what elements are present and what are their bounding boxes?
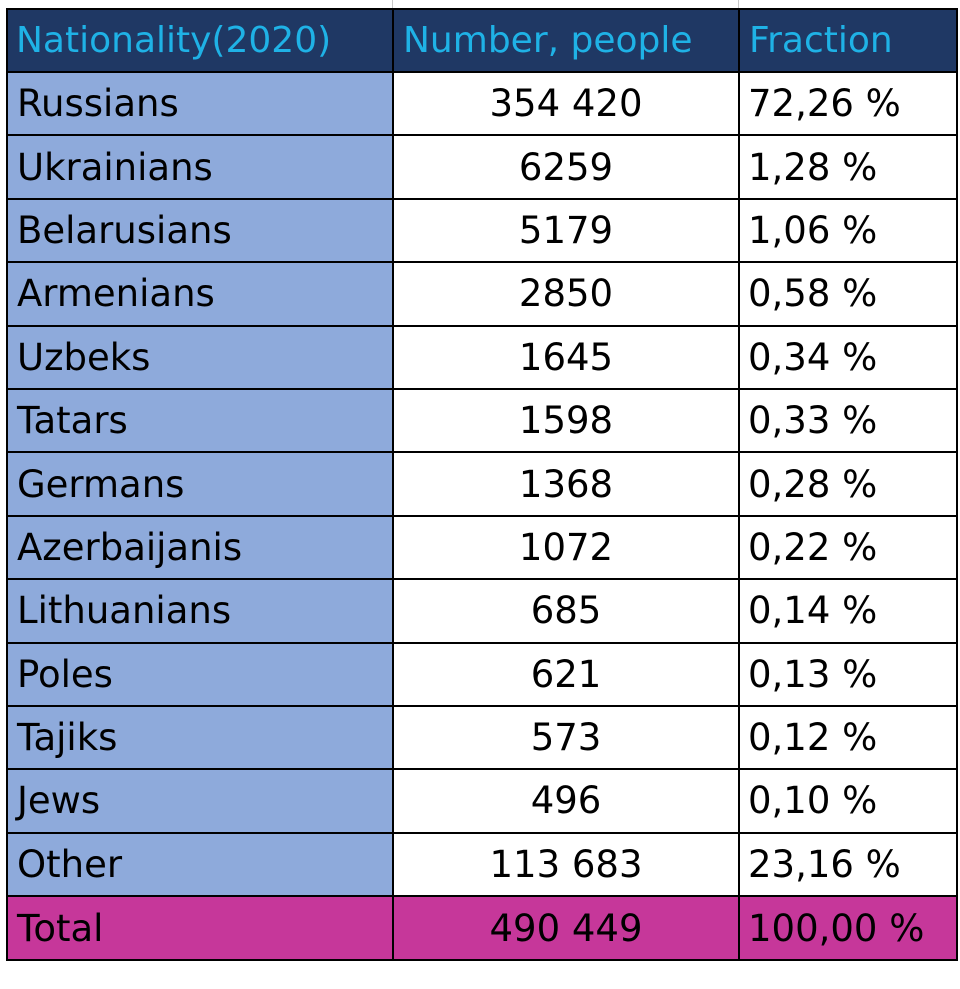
cell-nationality[interactable]: Tatars bbox=[6, 387, 394, 454]
total-row: Total 490 449 100,00 % bbox=[6, 895, 958, 962]
total-fraction[interactable]: 100,00 % bbox=[738, 895, 958, 962]
table-row: Poles 621 0,13 % bbox=[6, 641, 958, 707]
cell-nationality[interactable]: Belarusians bbox=[6, 197, 394, 264]
cell-fraction[interactable]: 0,22 % bbox=[738, 514, 958, 581]
cell-number[interactable]: 1368 bbox=[392, 451, 740, 517]
cell-fraction[interactable]: 0,28 % bbox=[738, 451, 958, 517]
header-number[interactable]: Number, people bbox=[392, 8, 740, 73]
cell-number[interactable]: 496 bbox=[392, 768, 740, 834]
table-row: Armenians 2850 0,58 % bbox=[6, 261, 958, 327]
header-nationality[interactable]: Nationality(2020) bbox=[6, 8, 394, 73]
cell-fraction[interactable]: 1,28 % bbox=[738, 134, 958, 200]
header-row: Nationality(2020) Number, people Fractio… bbox=[6, 8, 958, 73]
cell-fraction[interactable]: 0,33 % bbox=[738, 387, 958, 454]
cell-fraction[interactable]: 1,06 % bbox=[738, 197, 958, 264]
cell-fraction[interactable]: 0,58 % bbox=[738, 261, 958, 327]
cell-fraction[interactable]: 23,16 % bbox=[738, 831, 958, 898]
total-number[interactable]: 490 449 bbox=[392, 895, 740, 962]
cell-number[interactable]: 1645 bbox=[392, 324, 740, 390]
cell-nationality[interactable]: Tajiks bbox=[6, 704, 394, 771]
table-row: Tajiks 573 0,12 % bbox=[6, 704, 958, 771]
nationality-table: Nationality(2020) Number, people Fractio… bbox=[6, 8, 958, 962]
spreadsheet-top-strip bbox=[0, 0, 960, 8]
cell-nationality[interactable]: Jews bbox=[6, 768, 394, 834]
cell-nationality[interactable]: Ukrainians bbox=[6, 134, 394, 200]
cell-fraction[interactable]: 0,34 % bbox=[738, 324, 958, 390]
cell-fraction[interactable]: 72,26 % bbox=[738, 70, 958, 137]
table-row: Uzbeks 1645 0,34 % bbox=[6, 324, 958, 390]
total-label[interactable]: Total bbox=[6, 895, 394, 962]
table-row: Jews 496 0,10 % bbox=[6, 768, 958, 834]
header-fraction[interactable]: Fraction bbox=[738, 8, 958, 73]
table-row: Germans 1368 0,28 % bbox=[6, 451, 958, 517]
cell-nationality[interactable]: Uzbeks bbox=[6, 324, 394, 390]
table-row: Lithuanians 685 0,14 % bbox=[6, 578, 958, 644]
cell-number[interactable]: 5179 bbox=[392, 197, 740, 264]
cell-number[interactable]: 2850 bbox=[392, 261, 740, 327]
cell-number[interactable]: 6259 bbox=[392, 134, 740, 200]
table-row: Other 113 683 23,16 % bbox=[6, 831, 958, 898]
cell-fraction[interactable]: 0,12 % bbox=[738, 704, 958, 771]
cell-nationality[interactable]: Russians bbox=[6, 70, 394, 137]
cell-nationality[interactable]: Other bbox=[6, 831, 394, 898]
cell-nationality[interactable]: Armenians bbox=[6, 261, 394, 327]
cell-nationality[interactable]: Azerbaijanis bbox=[6, 514, 394, 581]
cell-number[interactable]: 573 bbox=[392, 704, 740, 771]
cell-number[interactable]: 113 683 bbox=[392, 831, 740, 898]
cell-nationality[interactable]: Germans bbox=[6, 451, 394, 517]
cell-number[interactable]: 685 bbox=[392, 578, 740, 644]
table-row: Azerbaijanis 1072 0,22 % bbox=[6, 514, 958, 581]
table-row: Ukrainians 6259 1,28 % bbox=[6, 134, 958, 200]
cell-fraction[interactable]: 0,13 % bbox=[738, 641, 958, 707]
cell-number[interactable]: 1598 bbox=[392, 387, 740, 454]
cell-number[interactable]: 1072 bbox=[392, 514, 740, 581]
cell-fraction[interactable]: 0,10 % bbox=[738, 768, 958, 834]
column-gridline bbox=[392, 0, 393, 8]
cell-nationality[interactable]: Lithuanians bbox=[6, 578, 394, 644]
cell-nationality[interactable]: Poles bbox=[6, 641, 394, 707]
cell-number[interactable]: 354 420 bbox=[392, 70, 740, 137]
cell-number[interactable]: 621 bbox=[392, 641, 740, 707]
table-row: Belarusians 5179 1,06 % bbox=[6, 197, 958, 264]
cell-fraction[interactable]: 0,14 % bbox=[738, 578, 958, 644]
table-row: Tatars 1598 0,33 % bbox=[6, 387, 958, 454]
column-gridline bbox=[738, 0, 739, 8]
table-row: Russians 354 420 72,26 % bbox=[6, 70, 958, 137]
